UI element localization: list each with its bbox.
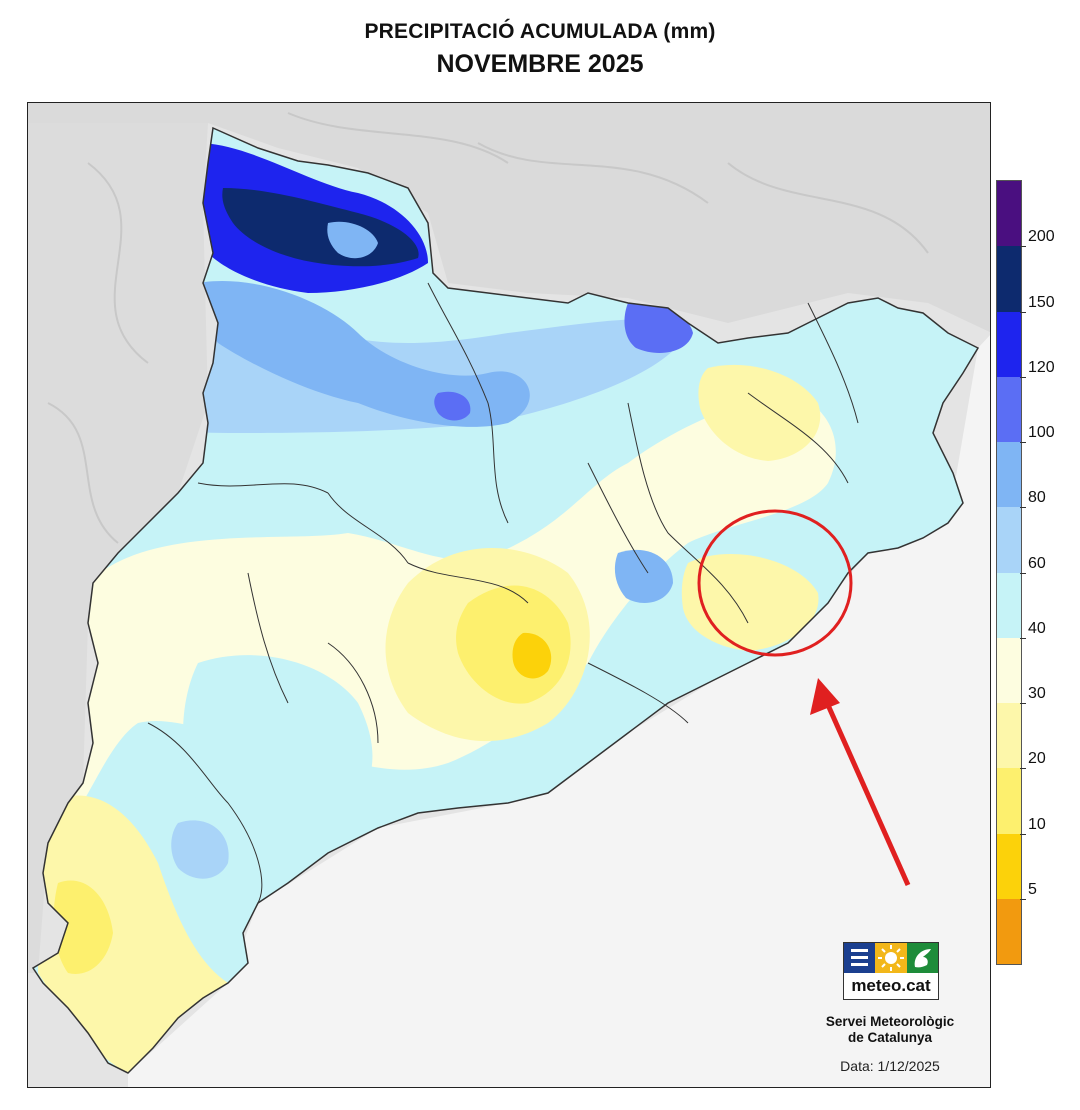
legend-tick [1020, 833, 1026, 835]
field-60-80-south [171, 820, 229, 879]
map-title: PRECIPITACIÓ ACUMULADA (mm) [364, 20, 716, 43]
legend-bin-30 [997, 637, 1021, 703]
legend-tick-label: 5 [1028, 880, 1037, 898]
annotation-arrow-head [810, 678, 840, 715]
mediterranean-sea [128, 335, 990, 1087]
field-40-60-emporda [810, 302, 959, 438]
legend-bin-60 [997, 507, 1021, 573]
legend-tick [1020, 376, 1026, 378]
field-5-10 [512, 632, 552, 679]
highlight-circle [697, 509, 853, 657]
legend-tick-label: 40 [1028, 619, 1046, 637]
meteocat-logo: meteo.cat [843, 942, 939, 1000]
legend-bin-80 [997, 442, 1021, 508]
legend-tick [1020, 703, 1026, 704]
legend-tick [1020, 572, 1026, 574]
legend-bin-40 [997, 572, 1021, 638]
field-100-120-berguedà [434, 391, 471, 421]
legend-tick [1020, 898, 1026, 900]
field-80-100-valley [327, 221, 378, 259]
annotation-arrow-shaft [825, 703, 911, 887]
legend-bin-200 [997, 181, 1021, 247]
aragon-relief [28, 123, 208, 973]
legend-tick-label: 100 [1028, 424, 1055, 441]
field-80-100-pyrenees [198, 281, 530, 427]
logo-text: meteo.cat [851, 976, 931, 995]
pyrenees-relief-france [28, 103, 990, 333]
legend-tick-label: 30 [1028, 685, 1046, 702]
precipitation-legend [996, 180, 1022, 965]
map-canvas [28, 103, 990, 1087]
legend-tick [1020, 507, 1026, 509]
leaf-icon [907, 943, 938, 973]
comarca-boundaries [147, 282, 859, 904]
legend-bin-10 [997, 768, 1021, 834]
legend-bin-20 [997, 703, 1021, 769]
legend-bin-5 [997, 833, 1021, 899]
organization-name-line1: Servei Meteorològic [825, 1014, 955, 1029]
legend-tick-label: 80 [1028, 489, 1046, 507]
field-40-60-south [183, 655, 373, 834]
legend-tick [1020, 442, 1026, 443]
field-10-20-ebre [53, 880, 113, 974]
list-lines-icon [844, 943, 875, 973]
legend-tick-label: 20 [1028, 750, 1046, 768]
legend-tick-label: 200 [1028, 228, 1055, 246]
field-80-100-montseny [614, 549, 673, 603]
legend-tick [1020, 768, 1026, 770]
legend-bin-0 [997, 898, 1021, 964]
field-20-30-girona [698, 364, 821, 461]
legend-bin-100 [997, 376, 1021, 442]
legend-tick [1020, 637, 1026, 639]
map-subtitle: NOVEMBRE 2025 [436, 50, 644, 78]
organization-name-line2: de Catalunya [847, 1030, 933, 1045]
legend-tick [1020, 311, 1026, 313]
legend-bin-120 [997, 311, 1021, 377]
relief-ridges [47, 112, 929, 544]
legend-tick-label: 10 [1028, 815, 1046, 833]
legend-tick-label: 120 [1028, 358, 1055, 376]
sun-icon [875, 943, 907, 973]
precipitation-map [27, 102, 991, 1088]
field-20-30-ebre [38, 795, 228, 1073]
legend-bin-150 [997, 246, 1021, 312]
legend-tick [1020, 246, 1026, 248]
legend-tick-label: 150 [1028, 293, 1055, 311]
map-date: Data: 1/12/2025 [840, 1058, 940, 1074]
legend-tick-label: 60 [1028, 554, 1046, 572]
